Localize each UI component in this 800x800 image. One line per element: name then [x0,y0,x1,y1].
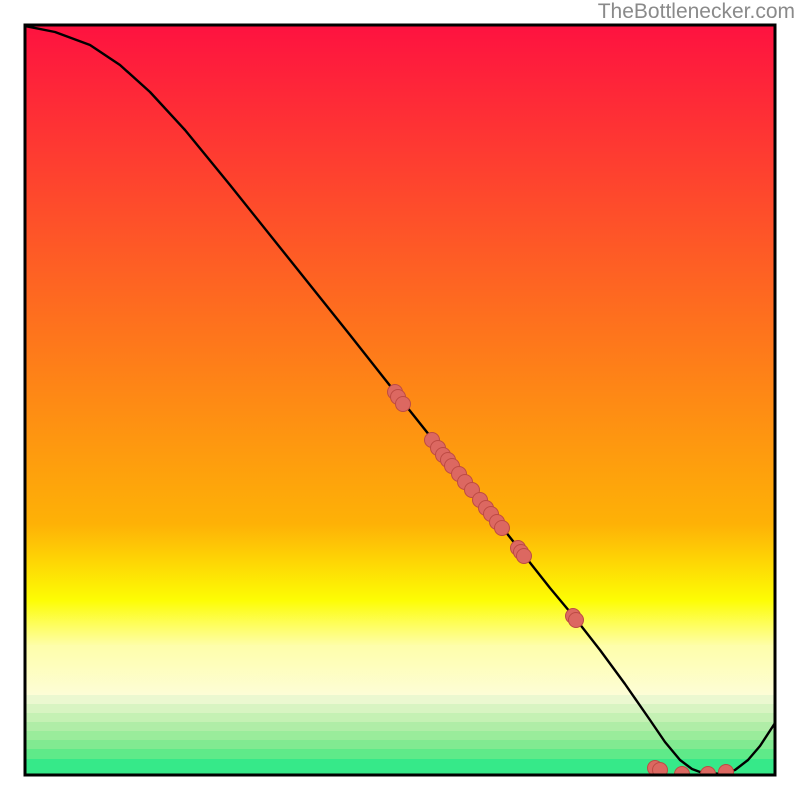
discrete-band [25,704,775,714]
discrete-band [25,713,775,723]
data-marker [396,397,411,412]
discrete-band [25,749,775,760]
data-marker [569,613,584,628]
chart-svg: TheBottlenecker.com [0,0,800,800]
discrete-band [25,722,775,732]
gradient-band [25,600,775,646]
watermark-text: TheBottlenecker.com [598,0,795,23]
gradient-band [25,25,775,526]
data-marker [495,521,510,536]
data-marker [517,549,532,564]
gradient-band [25,525,775,601]
gradient-band [25,645,775,696]
chart-container: { "chart": { "width": 800, "height": 800… [0,0,800,800]
discrete-band [25,740,775,750]
data-marker [719,765,734,780]
discrete-band [25,695,775,705]
